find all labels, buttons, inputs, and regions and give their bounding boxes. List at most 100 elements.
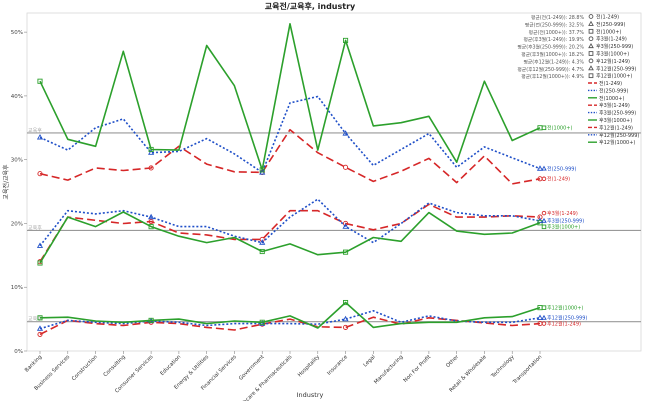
legend-marker [588,20,594,26]
end-label-marker [541,224,547,230]
y-tick-label: 20% [11,221,23,227]
data-point [537,220,543,226]
data-point [259,320,266,326]
data-point [259,319,265,325]
y-axis: 0% 10% 20% 30% 40% 50% [11,30,27,355]
end-label: 후3월(1-249) [547,210,578,217]
end-label: 후3월(250-999) [547,218,584,225]
legend-label: 후3월(1000+) [596,51,629,58]
data-point [259,239,266,245]
y-axis-label: 교육전/교육후 [2,164,10,200]
series-line [39,128,541,185]
end-label-marker [541,305,547,310]
legend-label: 전(1-249) [599,80,622,87]
legend-marker [588,51,594,56]
legend-marker [588,73,594,79]
data-point [148,317,154,323]
legend-label: 후12월(1000+) [599,139,635,146]
y-tick-label: 30% [11,158,23,164]
end-label: 전(250-999) [547,165,576,172]
legend-marker [588,36,594,42]
legend-label: 전(250-999) [596,21,625,28]
stats-line: 평균(후3월(1-249)): 19.9% [523,36,584,43]
plot-frame [26,12,642,352]
legend-marker [588,65,594,71]
data-point [148,218,154,225]
legend-label: 전(250-999) [599,87,628,94]
legend-label: 후3월(1-249) [599,102,630,109]
data-point [343,324,349,330]
stats-line: 평균(후12월(250-999)): 4.7% [517,66,584,73]
data-point [148,165,154,171]
y-tick-label: 0% [14,349,23,355]
end-label-marker [541,165,547,171]
end-labels: 전(1000+)전(250-999)전(1-249)후3월(1-249)후3월(… [541,125,587,327]
data-point [148,146,154,153]
stats-line: 평균(후3월(1000+)): 18.2% [521,51,584,58]
legend-label: 후12월(1-249) [596,58,630,65]
legend-marker [588,28,594,34]
data-point [259,248,265,255]
end-label-marker [541,125,547,131]
data-point [36,242,44,248]
stats-line: 평균(전(1000+)): 37.7% [529,29,585,36]
legend-label: 후3월(250-999) [599,110,636,117]
data-point [37,260,43,266]
y-tick-label: 50% [11,30,23,36]
legend-label: 후12월(250-999) [596,65,636,72]
x-axis-label: Industry [297,391,324,399]
end-label-marker [541,314,547,320]
data-point [536,314,544,320]
legend-marker [588,42,594,49]
data-point [343,249,349,255]
chart-title: 교육전/교육후, industry [265,1,356,11]
end-label-marker [541,217,547,223]
end-label: 후12월(250-999) [547,315,587,322]
legend-label: 후3월(1-249) [596,36,627,43]
data-point [36,134,44,140]
legend-marker [588,58,594,64]
data-point [37,78,43,84]
end-label: 후3월(1000+) [547,224,580,231]
legend-label: 후3월(1000+) [599,117,632,124]
series-line [39,309,541,330]
data-point [536,165,544,171]
legend-label: 후12월(1000+) [596,73,632,80]
legend-label: 후3월(250-999) [596,43,633,50]
data-point [148,149,155,155]
end-label: 전(1000+) [547,125,572,132]
legend-label: 전(1000+) [599,95,624,102]
data-point [148,213,155,220]
data-point [148,224,154,230]
legend-label: 전(1000+) [596,28,621,35]
series-line [39,301,541,329]
legend-label: 후12월(250-999) [599,132,639,139]
stats-line: 평균(전(1-249)): 28.8% [531,14,584,21]
series-line [39,95,541,174]
data-point [37,315,43,321]
series-lines [36,22,544,337]
series-group [36,95,544,175]
end-label-marker [541,176,547,182]
data-point [342,130,349,136]
series-line [39,203,541,263]
reference-line-label: 교육후 [28,225,42,231]
y-tick-label: 40% [11,94,23,100]
series-line [39,22,541,171]
reference-line-label: 교육후 [28,317,42,323]
series-line [39,211,541,264]
legend-marker [588,14,594,19]
stats-line: 평균(후3월(250-999)): 20.2% [517,44,584,51]
data-point [37,331,43,337]
series-line [39,198,541,247]
stats-line: 평균(후12월(1000+)): 4.9% [521,73,584,80]
data-point [259,167,265,173]
data-point [342,223,349,229]
data-point [37,171,43,177]
end-label: 전(1-249) [547,176,570,183]
data-point [343,164,349,170]
legend-label: 전(1-249) [596,14,619,21]
